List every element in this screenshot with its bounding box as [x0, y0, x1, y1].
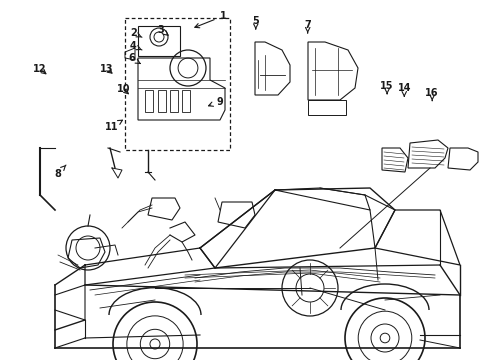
Text: 6: 6 — [128, 53, 140, 64]
Bar — [170, 90, 178, 112]
Text: 2: 2 — [130, 28, 142, 38]
Text: 4: 4 — [130, 41, 142, 51]
Text: 11: 11 — [105, 120, 122, 132]
Text: 7: 7 — [304, 20, 311, 33]
Text: 10: 10 — [117, 84, 130, 94]
Text: 5: 5 — [252, 16, 259, 29]
Text: 14: 14 — [397, 83, 411, 96]
Text: 15: 15 — [380, 81, 394, 94]
Text: 8: 8 — [54, 165, 66, 179]
Bar — [182, 90, 190, 112]
Bar — [138, 26, 180, 56]
Bar — [145, 90, 153, 112]
Bar — [125, 18, 230, 150]
Text: 12: 12 — [33, 64, 47, 74]
Text: 3: 3 — [157, 24, 168, 35]
Text: 13: 13 — [100, 64, 114, 74]
Text: 9: 9 — [209, 96, 223, 107]
Bar — [308, 100, 346, 115]
Text: 1: 1 — [195, 11, 226, 28]
Bar — [158, 90, 166, 112]
Text: 16: 16 — [425, 88, 439, 101]
